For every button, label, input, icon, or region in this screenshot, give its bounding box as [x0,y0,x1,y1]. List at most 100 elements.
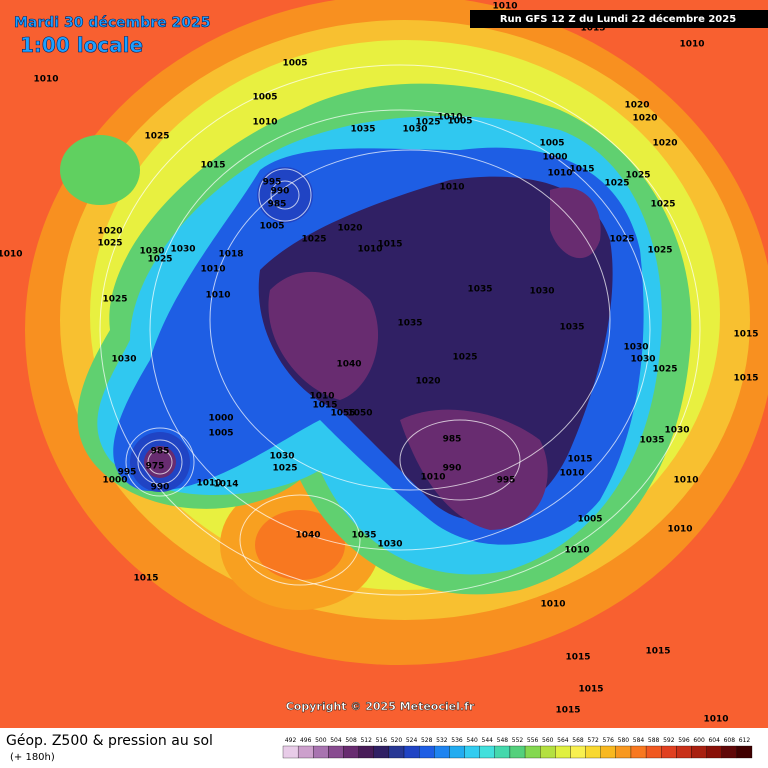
colorbar-swatch [328,745,344,759]
isobar-label: 1015 [569,165,594,175]
isobar-label: 1020 [624,101,649,111]
isobar-label: 1035 [351,531,376,541]
isobar-label: 1010 [559,469,584,479]
colorbar-swatch [600,745,616,759]
local-time: 1:00 locale [20,33,143,57]
colorbar-swatch [615,745,632,759]
isobar-label: 1010 [564,546,589,556]
isobar-label: 1010 [196,479,221,489]
colorbar-swatch [706,745,722,759]
colorbar-label: 564 [557,737,569,744]
date: Mardi 30 décembre 2025 [14,15,211,31]
isobar-label: 1035 [559,323,584,333]
isobar-label: 985 [268,200,287,210]
isobar-label: 1025 [647,246,672,256]
isobar-label: 1015 [377,240,402,250]
colorbar-swatch [630,745,647,759]
isobar-label: 990 [271,187,290,197]
isobar-label: 1055 [330,409,355,419]
colorbar-label: 552 [512,737,524,744]
colorbar-label: 568 [572,737,584,744]
isobar-label: 1010 [205,291,230,301]
colorbar-swatch [570,745,586,759]
colorbar-label: 536 [451,737,463,744]
isobar-label: 1015 [312,401,337,411]
colorbar-swatch [540,745,556,759]
isobar-labels: 1010102510151005100510109959909851005102… [0,2,759,725]
isobar-label: 985 [151,447,170,457]
colorbar-label: 588 [648,737,660,744]
colorbar: 492 496 500 504 508 512 516 520 524 528 532 536 540 5… [282,737,753,759]
isobar-label: 1025 [604,179,629,189]
isobar-label: 1030 [170,245,195,255]
isobar-label: 1025 [144,132,169,142]
colorbar-label: 520 [391,737,403,744]
isobar-label: 995 [118,468,137,478]
isobar-label: 1020 [337,224,362,234]
isobar-label: 1030 [269,452,294,462]
isobar-label: 1015 [565,653,590,663]
colorbar-swatch [403,745,420,759]
colorbar-label: 548 [497,737,509,744]
isobar-label: 1035 [639,436,664,446]
isobar-label: 1015 [645,647,670,657]
colorbar-swatch [388,745,405,759]
colorbar-swatch [479,745,495,759]
isobar-label: 1010 [492,2,517,12]
isobar-label: 1000 [208,414,233,424]
isobar-label: 1035 [467,285,492,295]
isobar-label: 1015 [567,455,592,465]
colorbar-label: 524 [406,737,418,744]
isobar-label: 1030 [111,355,136,365]
isobar-label: 1025 [625,171,650,181]
colorbar-label: 572 [587,737,599,744]
isobar-label: 1025 [272,464,297,474]
isobar-label: 995 [497,476,516,486]
colorbar-swatch [585,745,601,759]
isobar-label: 1018 [218,250,243,260]
run-box [470,10,768,28]
isobar-label: 1010 [357,245,382,255]
isobar-label: 1025 [652,365,677,375]
isobar-label: 1040 [295,531,320,541]
isobar-label: 1020 [652,139,677,149]
colorbar-label: 540 [466,737,478,744]
isobar-label: 1005 [447,117,472,127]
colorbar-label: 504 [330,737,342,744]
isobar-label: 1030 [529,287,554,297]
isobar-label: 995 [263,178,282,188]
colorbar-label: 584 [633,737,645,744]
isobar-label: 1010 [200,265,225,275]
colorbar-swatch [419,745,435,759]
isobar-label: 1010 [309,392,334,402]
isobar-label: 1015 [733,330,758,340]
isobar-label: 1035 [350,125,375,135]
colorbar-swatch [661,745,677,759]
colorbar-label: 556 [527,737,539,744]
colorbar-label: 608 [724,737,736,744]
isobar-label: 990 [443,464,462,474]
isobar-label: 1025 [147,255,172,265]
isobar-label: 1025 [609,235,634,245]
colorbar-label: 592 [663,737,675,744]
colorbar-swatch [736,745,753,759]
colorbar-swatch [676,745,692,759]
map-background [0,0,768,728]
colorbar-label: 604 [708,737,720,744]
copyright: Copyright © 2025 Meteociel.fr [286,700,475,713]
isobar-label: 1020 [97,227,122,237]
colorbar-label: 532 [436,737,448,744]
isobar-label: 1020 [415,377,440,387]
isobar-label: 1025 [301,235,326,245]
colorbar-swatch [691,745,707,759]
isobar-label: 1010 [0,250,23,260]
isobar-label: 1010 [420,473,445,483]
isobar-label: 1030 [402,125,427,135]
isobar-label: 1030 [630,355,655,365]
colorbar-swatch [464,745,480,759]
isobar-label: 1025 [97,239,122,249]
colorbar-label: 500 [315,737,327,744]
colorbar-swatch [524,745,541,759]
colorbar-label: 528 [421,737,433,744]
